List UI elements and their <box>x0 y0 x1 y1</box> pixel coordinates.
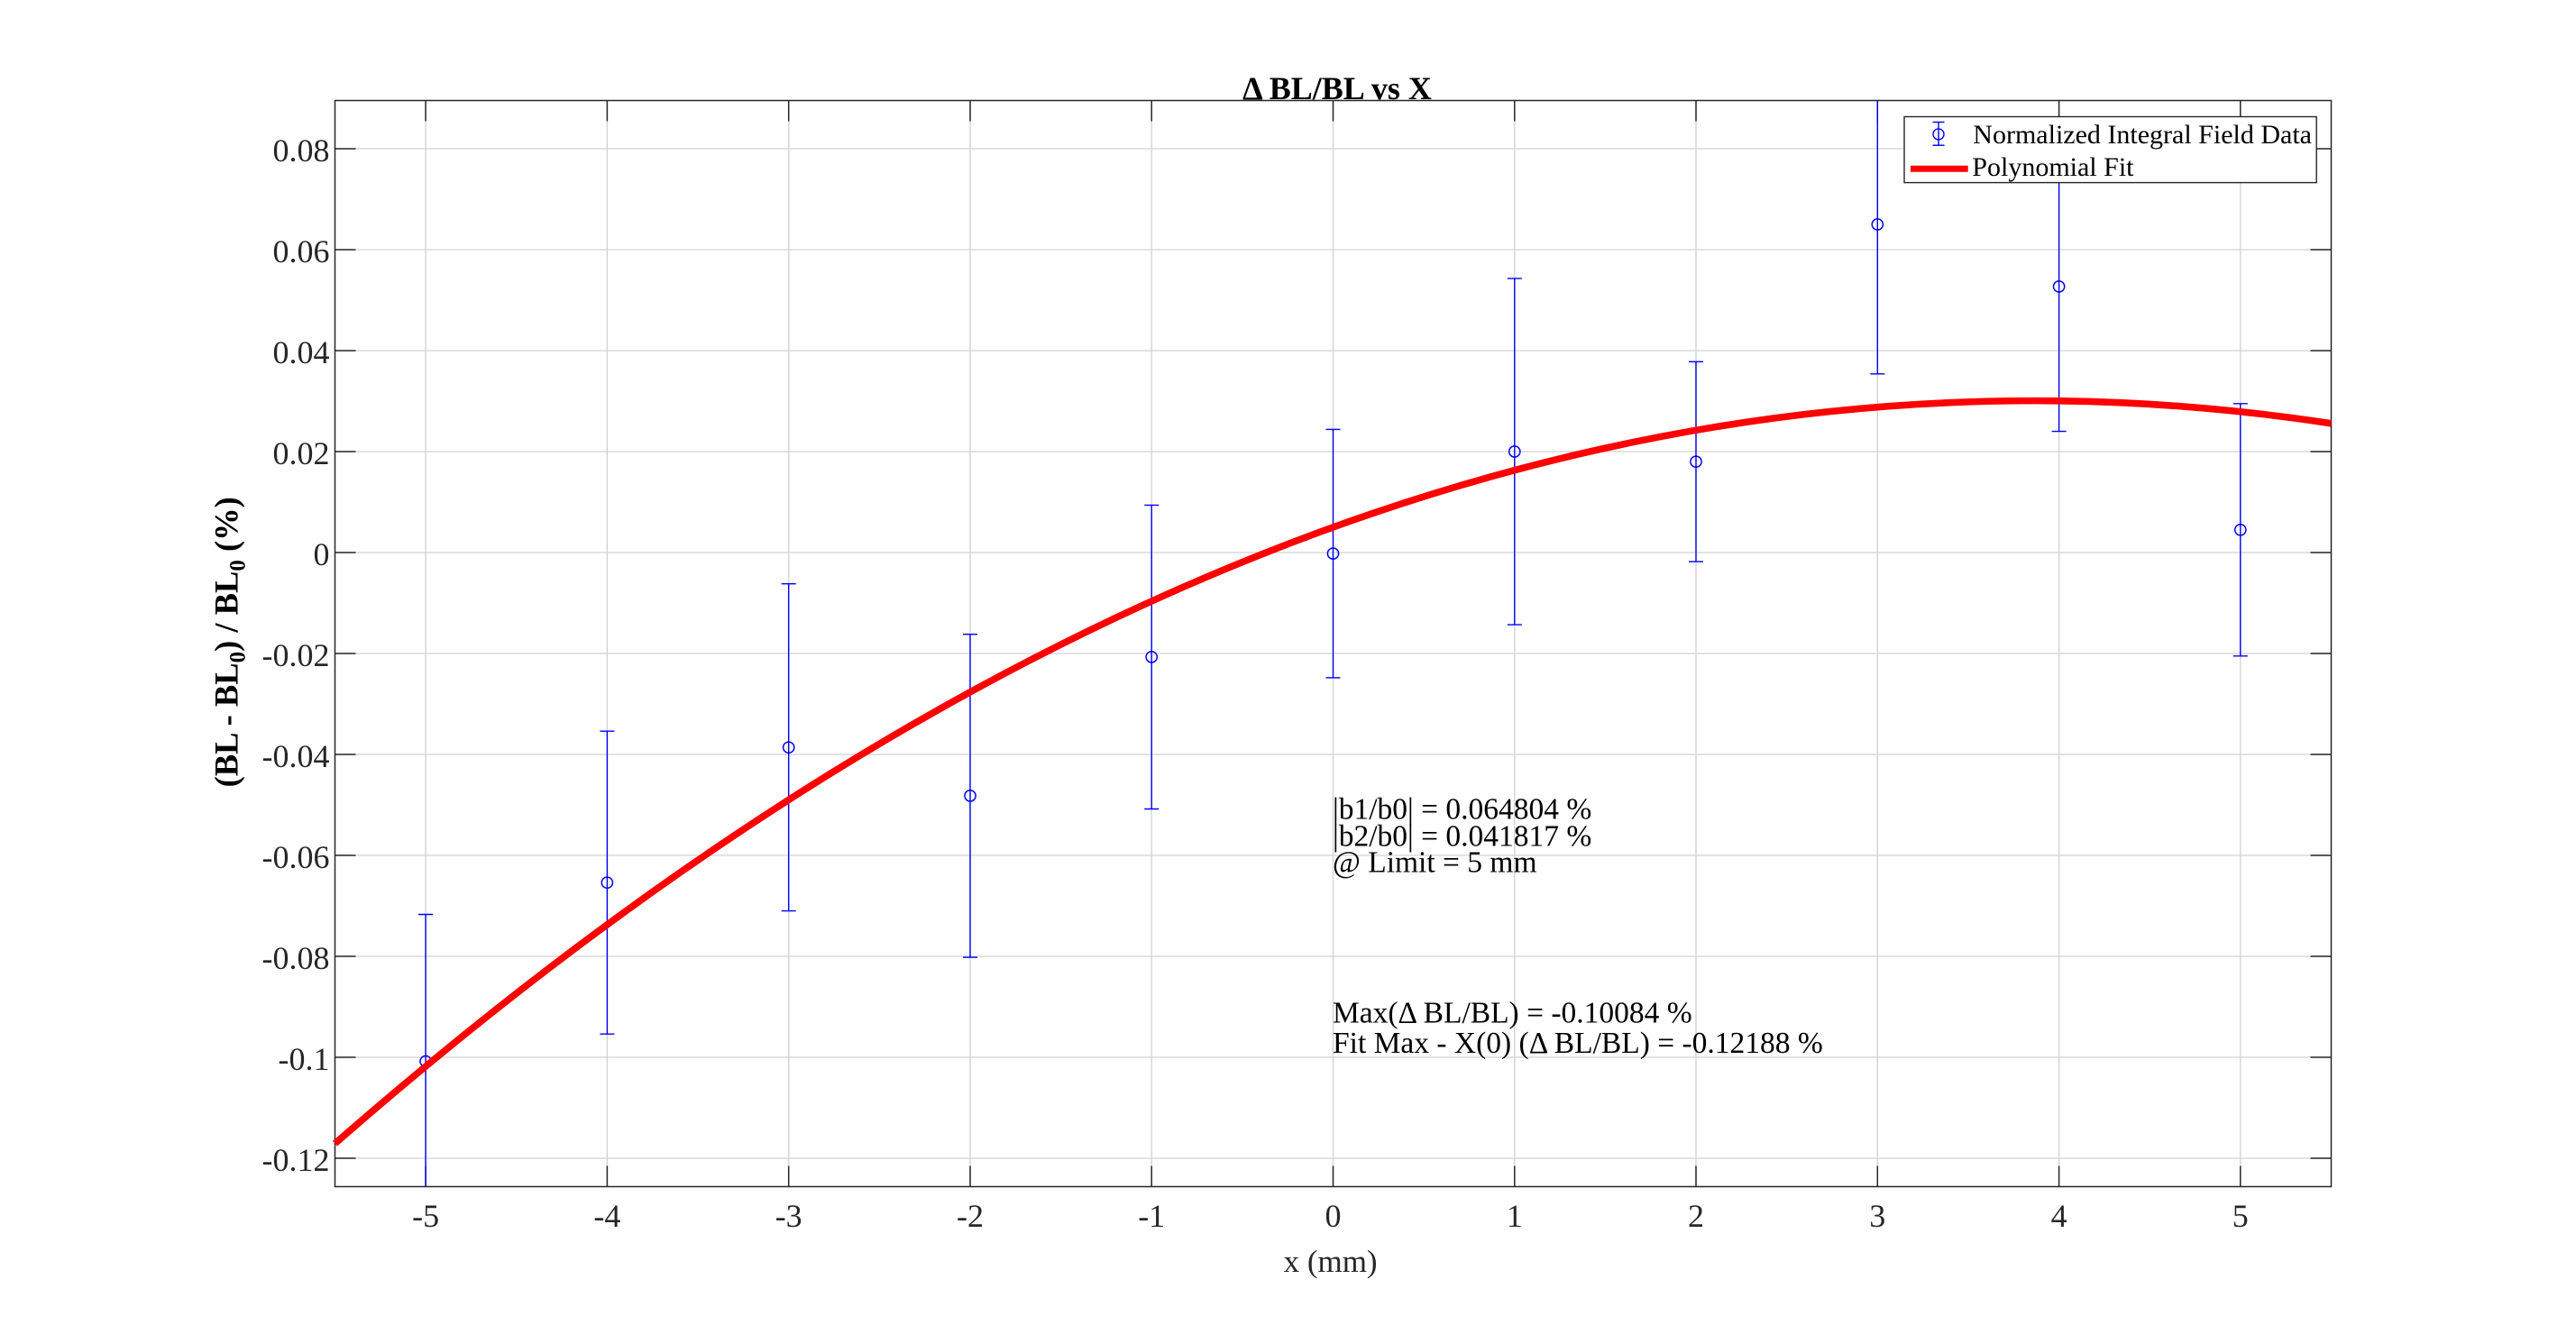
svg-text:0.06: 0.06 <box>273 233 330 270</box>
svg-text:-3: -3 <box>775 1198 802 1234</box>
svg-text:Normalized Integral Field Data: Normalized Integral Field Data <box>1973 120 2312 150</box>
svg-text:Fit Max - X(0) (Δ BL/BL) = -0.: Fit Max - X(0) (Δ BL/BL) = -0.12188 % <box>1333 1027 1823 1060</box>
svg-text:3: 3 <box>1869 1198 1885 1234</box>
svg-text:4: 4 <box>2051 1198 2067 1234</box>
svg-text:-0.02: -0.02 <box>262 637 330 673</box>
svg-text:-0.08: -0.08 <box>262 940 330 976</box>
svg-text:0.04: 0.04 <box>273 334 330 370</box>
svg-text:|b1/b0| = 0.064804 %: |b1/b0| = 0.064804 % <box>1333 793 1591 827</box>
svg-text:-4: -4 <box>593 1198 620 1234</box>
svg-text:-0.06: -0.06 <box>262 839 330 875</box>
svg-text:-1: -1 <box>1138 1198 1165 1234</box>
svg-text:@ Limit = 5 mm: @ Limit = 5 mm <box>1333 846 1537 880</box>
svg-text:-0.1: -0.1 <box>279 1041 330 1077</box>
svg-text:0.08: 0.08 <box>273 132 330 169</box>
svg-text:x (mm): x (mm) <box>1284 1244 1378 1279</box>
svg-text:2: 2 <box>1688 1198 1704 1234</box>
svg-text:-5: -5 <box>412 1198 439 1234</box>
svg-text:0.02: 0.02 <box>273 435 330 471</box>
svg-text:-2: -2 <box>957 1198 984 1234</box>
svg-text:0: 0 <box>1325 1198 1342 1234</box>
svg-text:-0.12: -0.12 <box>262 1142 330 1178</box>
svg-text:(BL - BL0) / BL0 (%): (BL - BL0) / BL0 (%) <box>208 497 251 787</box>
svg-text:0: 0 <box>314 536 330 572</box>
svg-text:Polynomial Fit: Polynomial Fit <box>1972 152 2134 182</box>
svg-text:1: 1 <box>1507 1198 1523 1234</box>
svg-text:Max(Δ BL/BL) = -0.10084 %: Max(Δ BL/BL) = -0.10084 % <box>1333 997 1692 1030</box>
svg-text:Δ BL/BL vs X: Δ BL/BL vs X <box>1242 70 1432 106</box>
svg-text:5: 5 <box>2232 1198 2249 1234</box>
svg-text:-0.04: -0.04 <box>262 738 330 774</box>
svg-text:|b2/b0| = 0.041817 %: |b2/b0| = 0.041817 % <box>1333 819 1591 853</box>
